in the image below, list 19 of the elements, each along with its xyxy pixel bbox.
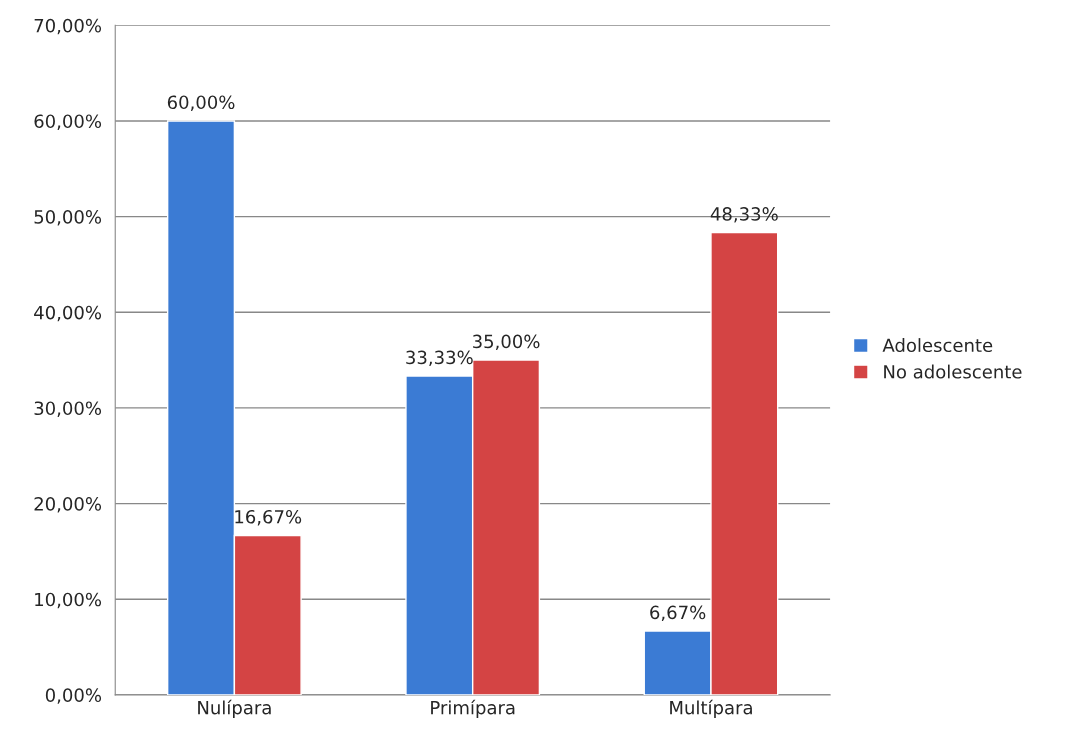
y-tick-label: 70,00% xyxy=(34,18,102,35)
x-tick-label: Primípara xyxy=(431,699,515,718)
legend-label: Adolescente xyxy=(882,338,993,353)
y-tick-label: 20,00% xyxy=(34,497,102,513)
y-tick-label: 60,00% xyxy=(34,114,102,130)
data-label: 60,00% xyxy=(167,95,235,111)
data-label: 48,33% xyxy=(710,207,778,223)
legend-label: No adolescente xyxy=(884,364,1022,379)
x-tick-label: Nulípara xyxy=(198,699,271,718)
data-label: 33,33% xyxy=(406,350,473,367)
y-tick-label: 40,00% xyxy=(34,305,102,322)
data-label: 6,67% xyxy=(650,605,706,622)
y-tick-label: 10,00% xyxy=(35,592,102,609)
y-tick-label: 0,00% xyxy=(45,688,102,704)
x-tick-label: Multípara xyxy=(670,699,752,718)
data-label: 35,00% xyxy=(473,334,540,351)
y-tick-label: 50,00% xyxy=(34,210,102,226)
y-tick-label: 30,00% xyxy=(34,401,102,417)
data-label: 16,67% xyxy=(235,509,302,526)
